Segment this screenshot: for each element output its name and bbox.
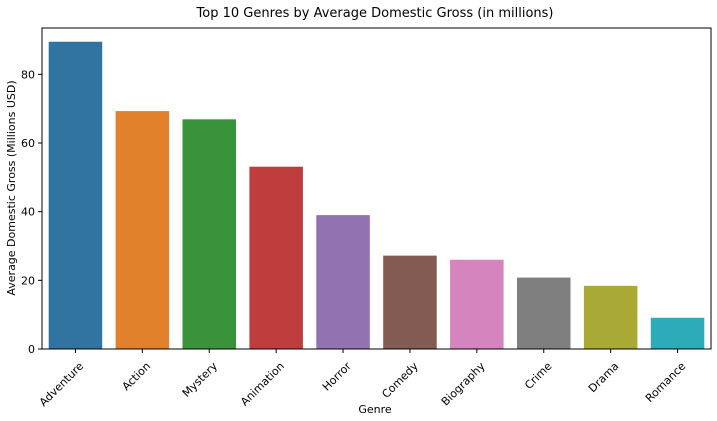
x-axis-label: Genre <box>358 403 392 416</box>
bar-horror <box>316 215 370 349</box>
plot-frame <box>41 27 712 350</box>
y-tick-label-80: 80 <box>21 68 35 81</box>
y-axis-ticks: 0 20 40 60 80 <box>21 68 42 356</box>
bar-comedy <box>383 255 437 349</box>
chart-title: Top 10 Genres by Average Domestic Gross … <box>196 6 554 21</box>
bar-drama <box>583 285 638 349</box>
y-tick-label-40: 40 <box>21 206 35 219</box>
bar-mystery <box>182 119 237 349</box>
y-tick-label-0: 0 <box>28 343 35 356</box>
bars-group <box>48 41 705 350</box>
bar-romance <box>650 317 705 349</box>
y-axis-label: Average Domestic Gross (Millions USD) <box>5 80 18 295</box>
bar-adventure <box>48 41 103 350</box>
bar-action <box>115 111 170 349</box>
bar-crime <box>516 277 571 349</box>
bar-biography <box>450 259 504 349</box>
y-tick-label-60: 60 <box>21 137 35 150</box>
y-tick-label-20: 20 <box>21 274 35 287</box>
bar-animation <box>249 166 303 349</box>
